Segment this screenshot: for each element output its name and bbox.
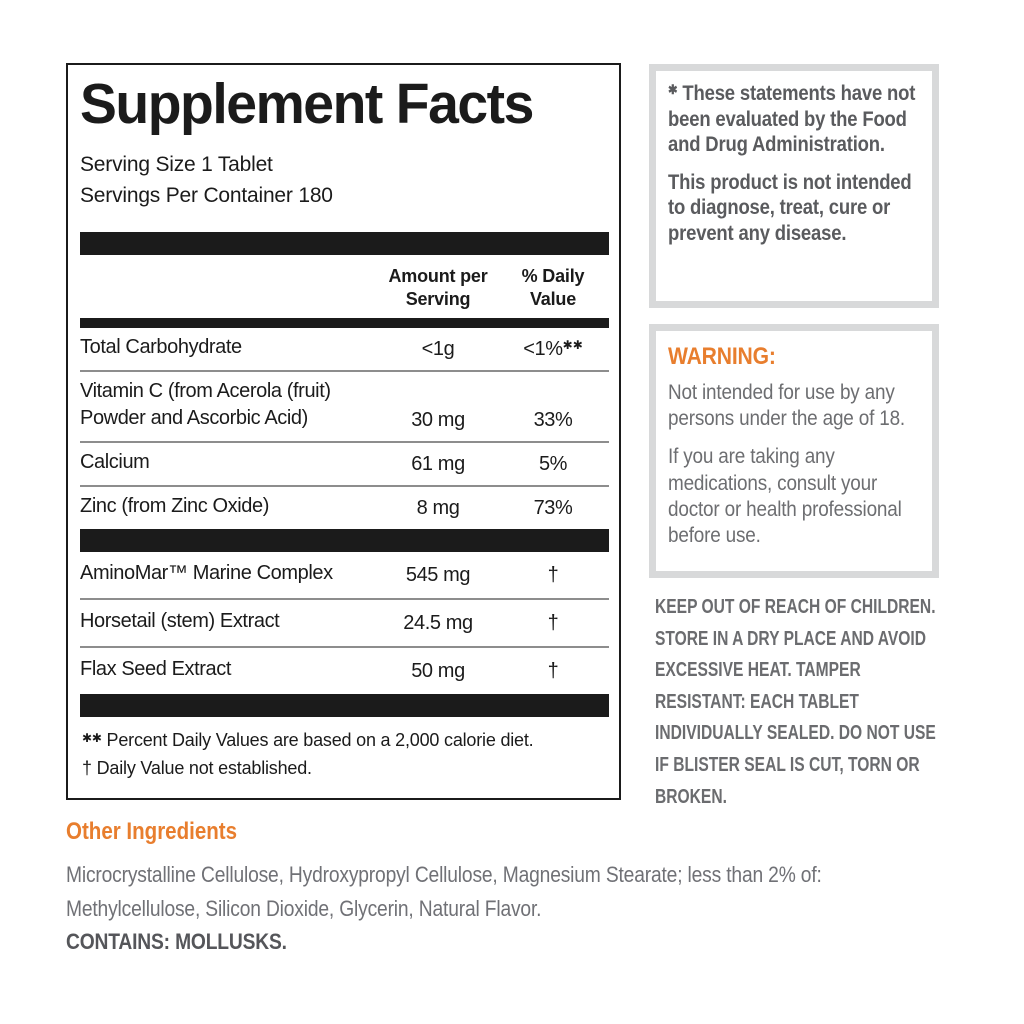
table-row: Horsetail (stem) Extract 24.5 mg †	[80, 597, 609, 646]
divider-bar	[80, 528, 609, 552]
ingredients-list-line: Microcrystalline Cellulose, Hydroxypropy…	[66, 862, 822, 887]
footnote-not-established: † Daily Value not established.	[82, 757, 312, 778]
fda-disclaimer-box: ✱ These statements have not been evaluat…	[649, 64, 939, 308]
ingredient-amount: 50 mg	[411, 659, 465, 682]
ingredient-name: Horsetail (stem) Extract	[80, 609, 280, 632]
asterisk-marker: ✱	[668, 82, 678, 97]
allergen-statement: CONTAINS: MOLLUSKS.	[66, 928, 287, 954]
facts-title: Supplement Facts	[80, 72, 534, 136]
divider-bar	[80, 693, 609, 717]
table-row: AminoMar™ Marine Complex 545 mg †	[80, 552, 609, 598]
nutrient-daily-value: <1%✱✱	[523, 337, 583, 360]
table-row: Total Carbohydrate <1g <1%✱✱	[80, 328, 609, 370]
col-header-daily-value: % Daily Value	[521, 265, 585, 310]
ingredient-daily-value: †	[547, 659, 559, 682]
warning-box: WARNING: Not intended for use by any per…	[649, 324, 939, 578]
nutrient-amount: <1g	[421, 337, 455, 360]
storage-notice: KEEP OUT OF REACH OF CHILDREN. STORE IN …	[655, 596, 936, 808]
footnote-marker: ✱✱	[82, 730, 102, 745]
serving-size: Serving Size 1 Tablet	[80, 152, 273, 176]
nutrient-daily-value: 5%	[538, 452, 568, 475]
other-ingredients-heading: Other Ingredients	[66, 818, 238, 845]
nutrient-name: Zinc (from Zinc Oxide)	[80, 494, 270, 517]
warning-text: If you are taking any medications, consu…	[668, 444, 902, 548]
footnote-marker: ✱✱	[562, 337, 583, 352]
table-row: Zinc (from Zinc Oxide) 8 mg 73%	[80, 484, 609, 529]
ingredient-amount: 545 mg	[405, 563, 471, 586]
nutrient-amount: 30 mg	[411, 408, 465, 431]
col-header-amount: Amount per Serving	[388, 265, 488, 310]
servings-per-container: Servings Per Container 180	[80, 184, 333, 208]
footnotes: ✱✱ Percent Daily Values are based on a 2…	[80, 717, 609, 783]
table-row: Calcium 61 mg 5%	[80, 440, 609, 485]
divider-bar	[80, 317, 609, 328]
divider-bar	[80, 231, 609, 255]
warning-text: Not intended for use by any persons unde…	[668, 380, 906, 431]
nutrient-amount: 8 mg	[416, 496, 460, 519]
ingredient-name: Flax Seed Extract	[80, 657, 232, 680]
supplement-facts-panel: Supplement Facts Serving Size 1 Tablet S…	[66, 63, 621, 800]
table-header-row: Amount per Serving % Daily Value	[80, 255, 609, 318]
table-row: Flax Seed Extract 50 mg †	[80, 645, 609, 694]
footnote-daily-values: ✱✱ Percent Daily Values are based on a 2…	[82, 729, 534, 750]
proprietary-section: AminoMar™ Marine Complex 545 mg † Horset…	[80, 552, 609, 694]
nutrient-name: Total Carbohydrate	[80, 335, 242, 358]
warning-heading: WARNING:	[668, 343, 776, 370]
fda-disclaimer-text: ✱ These statements have not been evaluat…	[668, 82, 916, 157]
nutrient-name: Calcium	[80, 450, 150, 473]
ingredients-list-line: Methylcellulose, Silicon Dioxide, Glycer…	[66, 895, 542, 921]
other-ingredients-section: Other Ingredients Microcrystalline Cellu…	[66, 818, 951, 955]
nutrient-name: Vitamin C (from Acerola (fruit) Powder a…	[80, 379, 331, 429]
ingredient-amount: 24.5 mg	[403, 611, 473, 634]
nutrient-amount: 61 mg	[411, 452, 465, 475]
fda-disclaimer-text: This product is not intended to diagnose…	[668, 170, 912, 246]
ingredient-daily-value: †	[547, 611, 559, 634]
nutrient-daily-value: 73%	[533, 496, 573, 519]
nutrient-daily-value: 33%	[533, 408, 573, 431]
nutrients-section: Total Carbohydrate <1g <1%✱✱ Vitamin C (…	[80, 328, 609, 529]
ingredient-name: AminoMar™ Marine Complex	[80, 561, 333, 584]
ingredient-daily-value: †	[547, 563, 559, 586]
table-row: Vitamin C (from Acerola (fruit) Powder a…	[80, 369, 609, 441]
dagger-marker: †	[82, 757, 92, 778]
